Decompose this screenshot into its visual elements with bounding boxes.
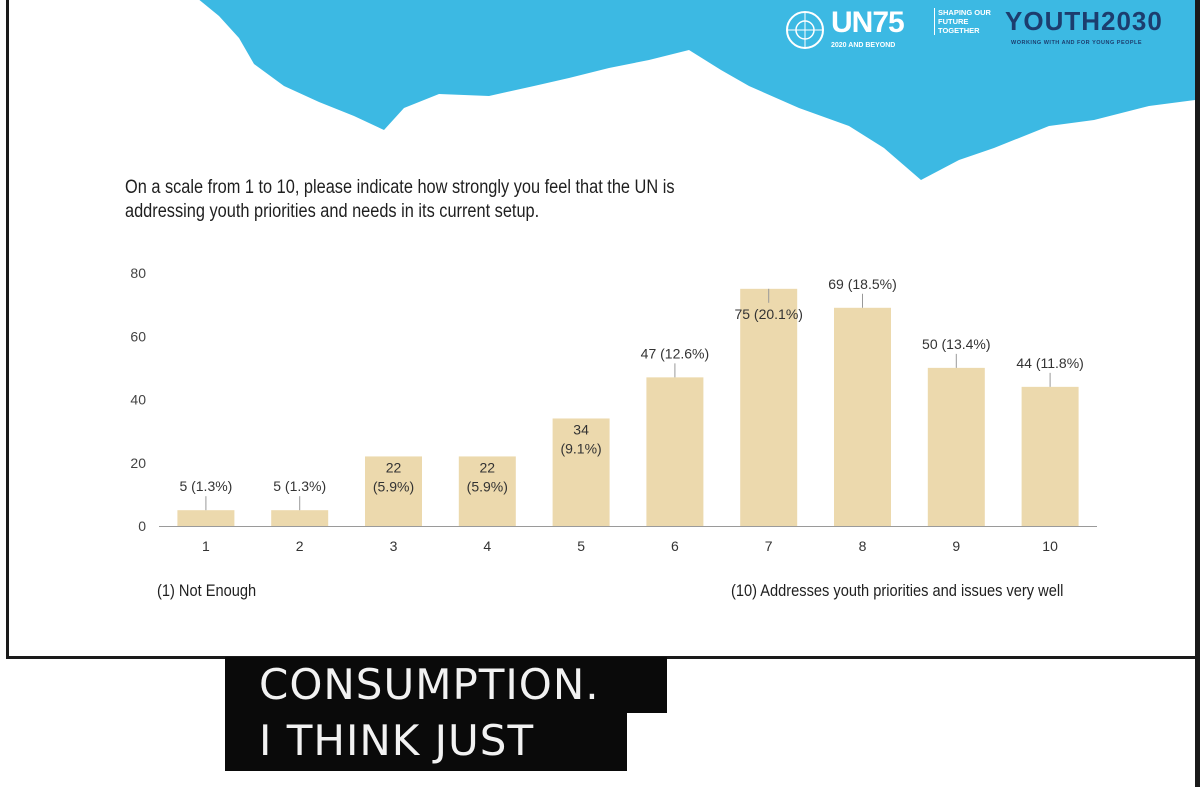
bar-1 — [177, 510, 235, 526]
bar-10 — [1021, 386, 1079, 526]
y-tick-label: 60 — [130, 328, 146, 344]
caption-line-1: CONSUMPTION. — [225, 657, 667, 713]
data-label: 34 (9.1%) — [560, 421, 601, 456]
data-label-line: (5.9%) — [373, 478, 414, 494]
x-tick-label: 6 — [671, 538, 679, 554]
bar-7 — [740, 288, 798, 526]
scale-high-label: (10) Addresses youth priorities and issu… — [731, 581, 1064, 600]
un-emblem-icon — [786, 11, 824, 49]
data-label-line: 22 — [480, 459, 496, 475]
y-tick-label: 0 — [138, 518, 146, 534]
un75-wordmark: UN75 — [831, 6, 905, 39]
data-label: 47 (12.6%) — [641, 345, 709, 361]
x-tick-label: 8 — [859, 538, 867, 554]
data-label-line: 22 — [386, 459, 402, 475]
x-tick-label: 10 — [1042, 538, 1058, 554]
x-tick-label: 7 — [765, 538, 773, 554]
mountain-header-graphic — [199, 0, 1195, 180]
x-tick-label: 1 — [202, 538, 210, 554]
un75-tagline: SHAPING OUR FUTURE TOGETHER — [934, 8, 998, 35]
data-label: 50 (13.4%) — [922, 336, 990, 352]
x-tick-label: 4 — [483, 538, 491, 554]
subtitle-caption: CONSUMPTION. I THINK JUST — [225, 657, 667, 771]
y-tick-label: 40 — [130, 392, 146, 408]
data-label: 75 (20.1%) — [734, 306, 802, 322]
data-label-line: (9.1%) — [560, 440, 601, 456]
bar-3 — [365, 456, 422, 526]
bar-6 — [646, 377, 704, 526]
frame-edge — [1195, 0, 1200, 787]
data-label-line: (5.9%) — [467, 478, 508, 494]
bar-9 — [927, 367, 985, 526]
bar-8 — [834, 307, 891, 526]
un75-logo: UN75 2020 AND BEYOND SHAPING OUR FUTURE … — [779, 6, 991, 56]
data-label: 5 (1.3%) — [179, 478, 232, 494]
scale-low-label: (1) Not Enough — [157, 581, 257, 600]
youth2030-subtitle: WORKING WITH AND FOR YOUNG PEOPLE — [1011, 40, 1143, 46]
y-tick-label: 20 — [130, 455, 146, 471]
survey-question: On a scale from 1 to 10, please indicate… — [125, 177, 675, 222]
bar-5 — [552, 418, 610, 526]
x-tick-label: 3 — [390, 538, 398, 554]
data-label: 5 (1.3%) — [273, 478, 326, 494]
bar-4 — [458, 456, 516, 526]
data-label-line: 34 — [573, 421, 589, 437]
youth2030-logo: YOUTH2030 WORKING WITH AND FOR YOUNG PEO… — [1005, 6, 1185, 50]
caption-line-2: I THINK JUST — [225, 713, 627, 771]
un75-subtitle: 2020 AND BEYOND — [831, 42, 896, 49]
youth2030-wordmark: YOUTH2030 — [1005, 6, 1163, 36]
presentation-slide: UN75 2020 AND BEYOND SHAPING OUR FUTURE … — [6, 0, 1198, 659]
x-tick-label: 2 — [296, 538, 304, 554]
bar-2 — [271, 510, 329, 526]
bar-chart: 0 20 40 60 80 1 5 (1.3%) 2 5 (1.3%) 3 22 (5.9%) 4 22 (… — [130, 265, 1097, 554]
data-label: 22 (5.9%) — [373, 459, 414, 494]
x-tick-label: 5 — [577, 538, 585, 554]
y-tick-label: 80 — [130, 265, 146, 281]
data-label: 22 (5.9%) — [467, 459, 508, 494]
data-label: 69 (18.5%) — [828, 276, 896, 292]
x-tick-label: 9 — [952, 538, 960, 554]
data-label: 44 (11.8%) — [1016, 355, 1083, 371]
